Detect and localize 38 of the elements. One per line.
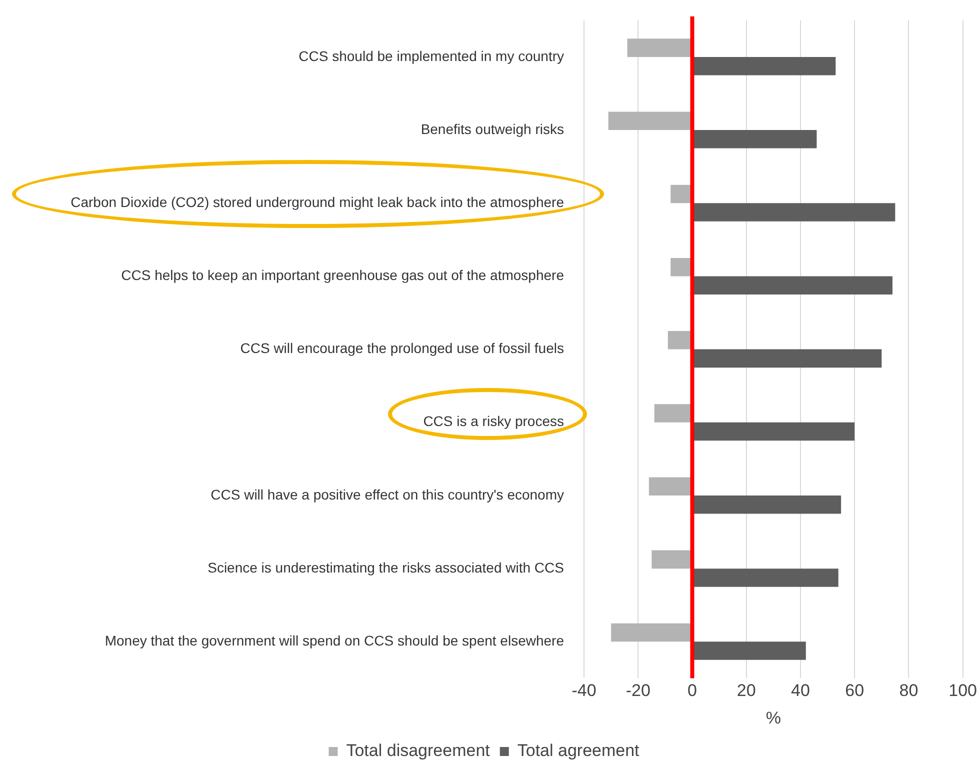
x-axis-title: % <box>766 708 781 728</box>
legend-label: Total agreement <box>517 741 640 760</box>
y-tick-label: Carbon Dioxide (CO2) stored underground might leak back into the atmosphere <box>70 194 564 210</box>
bar <box>692 56 836 76</box>
bar <box>692 130 817 148</box>
y-tick-label: CCS helps to keep an important greenhouse gas out of the atmosphere <box>121 267 564 284</box>
x-tick-label: 100 <box>948 681 978 700</box>
y-tick-label: CCS will encourage the prolonged use of fossil fuels <box>240 340 564 356</box>
bar <box>692 495 842 514</box>
bar <box>692 642 806 660</box>
y-tick-label: CCS should be implemented in my country <box>298 48 564 64</box>
x-tick-label: 60 <box>845 681 864 700</box>
bar <box>670 258 692 276</box>
x-tick-label: 20 <box>736 681 756 700</box>
bar <box>692 422 855 441</box>
bar <box>692 568 838 587</box>
bar <box>670 184 692 204</box>
bar <box>627 38 692 57</box>
y-tick-label: Money that the government will spend on CCS should be spent elsewhere <box>104 632 564 649</box>
bar <box>648 477 692 496</box>
bar <box>692 276 892 294</box>
legend-label: Total disagreement <box>346 741 490 760</box>
bar <box>654 404 692 422</box>
x-tick-label: 80 <box>899 681 918 700</box>
x-tick-label: -40 <box>572 681 596 700</box>
x-tick-label: 40 <box>791 681 810 700</box>
y-tick-label: Benefits outweigh risks <box>420 120 564 137</box>
x-tick-label: 0 <box>688 681 697 700</box>
y-tick-label: Science is underestimating the risks associated with CCS <box>208 559 564 576</box>
y-tick-label: CCS will have a positive effect on this country's economy <box>210 486 564 502</box>
bar <box>668 331 692 350</box>
bar <box>608 112 692 130</box>
bar <box>652 550 692 569</box>
bar <box>692 203 896 222</box>
y-tick-label: CCS is a risky process <box>423 413 564 430</box>
x-tick-label: -20 <box>626 681 650 700</box>
bar <box>611 623 692 642</box>
bar <box>692 349 882 368</box>
